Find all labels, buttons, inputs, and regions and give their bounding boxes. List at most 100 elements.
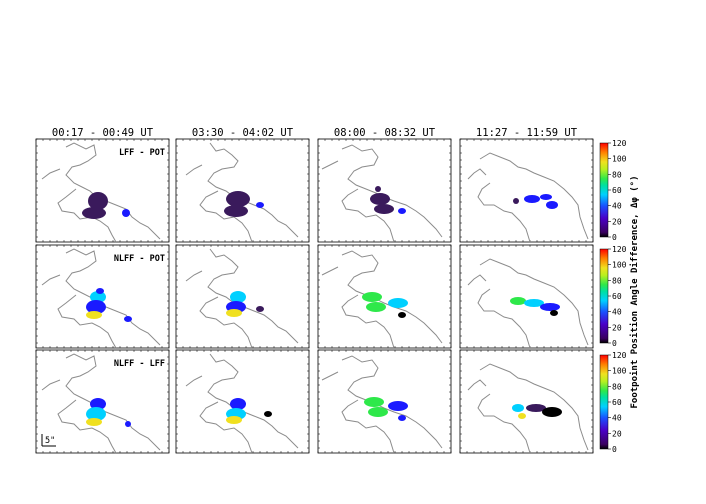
footpoint-patch [256,202,264,208]
colorbar-tick-label: 0 [612,445,617,454]
footpoint-patch [362,292,382,302]
footpoint-patch [370,193,390,205]
footpoint-patch [524,195,540,203]
panel-frame [175,244,310,349]
footpoint-patch [264,411,272,417]
panel-ticks [175,138,310,242]
active-region-contour [467,152,589,243]
colorbar-tick-label: 20 [612,217,622,226]
panel-r1-c1: LFF - POT [35,138,170,243]
colorbar-tick-label: 40 [612,308,622,317]
colorbars: 120 100 80 60 40 20 0 120 100 80 60 40 20 0 120 100 80 60… [599,139,627,454]
active-region-contour [41,142,161,243]
footpoint-patch [374,204,394,214]
panels-grid: LFF - POT NLFF - POT NLFF - LFF 5" [35,138,594,454]
panel-ticks [317,138,452,242]
colorbar-tick-label: 20 [612,323,622,332]
colorbar-tick-label: 60 [612,186,622,195]
active-region-contour [185,248,299,349]
footpoint-patch [540,194,552,200]
panel-frame [175,138,310,243]
colorbar-tick-label: 0 [612,233,617,242]
colorbar-tick-label: 120 [612,139,627,148]
footpoint-patch [86,300,106,314]
active-region-contour [467,258,589,349]
row-label: NLFF - POT [114,254,165,264]
panel-ticks [175,349,310,453]
scale-label: 5" [45,436,55,446]
footpoint-patch [86,311,102,319]
footpoint-patch [86,407,106,421]
footpoint-patch [518,413,526,419]
panel-r2-c4 [459,244,594,349]
footpoint-patch [550,310,558,316]
active-region-contour [321,250,443,349]
footpoint-patch [388,298,408,308]
footpoint-patch [224,205,248,217]
footpoint-patch [510,297,526,305]
footpoint-patch [364,397,384,407]
column-title: 03:30 - 04:02 UT [192,127,294,139]
active-region-contour [321,355,443,454]
column-title: 11:27 - 11:59 UT [476,127,578,139]
panel-frame [459,349,594,454]
column-title: 00:17 - 00:49 UT [52,127,154,139]
active-region-contour [321,144,443,243]
footpoint-patch [524,299,544,307]
footpoint-patch [88,192,108,210]
footpoint-patch [375,186,381,192]
colorbar-tick-label: 40 [612,414,622,423]
panel-r1-c3 [317,138,452,243]
footpoint-patch [540,303,560,311]
footpoint-patch [96,288,104,294]
footpoint-patch [368,407,388,417]
colorbar-tick-label: 100 [612,261,627,270]
footpoint-patch [90,398,106,410]
footpoint-patch [398,208,406,214]
panel-ticks [459,244,594,348]
panel-frame [35,138,170,243]
active-region-contour [467,363,589,454]
row-label: NLFF - LFF [114,359,165,369]
colorbar-tick-label: 60 [612,292,622,301]
panel-r3-c4 [459,349,594,454]
panel-frame [317,244,452,349]
active-region-contour [185,353,299,454]
colorbar-tick-label: 0 [612,339,617,348]
footpoint-patch [226,309,242,317]
colorbar-tick-label: 20 [612,429,622,438]
footpoint-patch [388,401,408,411]
footpoint-patch [125,421,131,427]
colorbar-tick-label: 40 [612,202,622,211]
footpoint-patch [542,407,562,417]
panel-ticks [459,138,594,242]
panel-ticks [35,349,170,453]
panel-r1-c2 [175,138,310,243]
footpoint-patch [226,416,242,424]
panel-frame [459,244,594,349]
footpoint-patch [124,316,132,322]
panel-ticks [35,138,170,242]
footpoint-patch [398,312,406,318]
row-label: LFF - POT [119,148,165,158]
active-region-contour [185,142,299,243]
footpoint-patch [230,398,246,410]
panel-r3-c2 [175,349,310,454]
colorbar-tick-label: 80 [612,276,622,285]
panel-r2-c1: NLFF - POT [35,244,170,349]
active-region-contour [41,248,161,349]
colorbar-tick-label: 120 [612,245,627,254]
column-title: 08:00 - 08:32 UT [334,127,436,139]
footpoint-patch [526,404,546,412]
colorbar-tick-label: 120 [612,351,627,360]
colorbar-3: 120 100 80 60 40 20 0 [599,351,627,454]
footpoint-patch [512,404,524,412]
footpoint-patch [230,291,246,303]
panel-frame [317,349,452,454]
footpoint-patch [256,306,264,312]
colorbar-axis-label: Footpoint Position Angle Difference, Δφ … [629,176,640,409]
panel-r1-c4 [459,138,594,243]
panel-r2-c2 [175,244,310,349]
panel-r2-c3 [317,244,452,349]
